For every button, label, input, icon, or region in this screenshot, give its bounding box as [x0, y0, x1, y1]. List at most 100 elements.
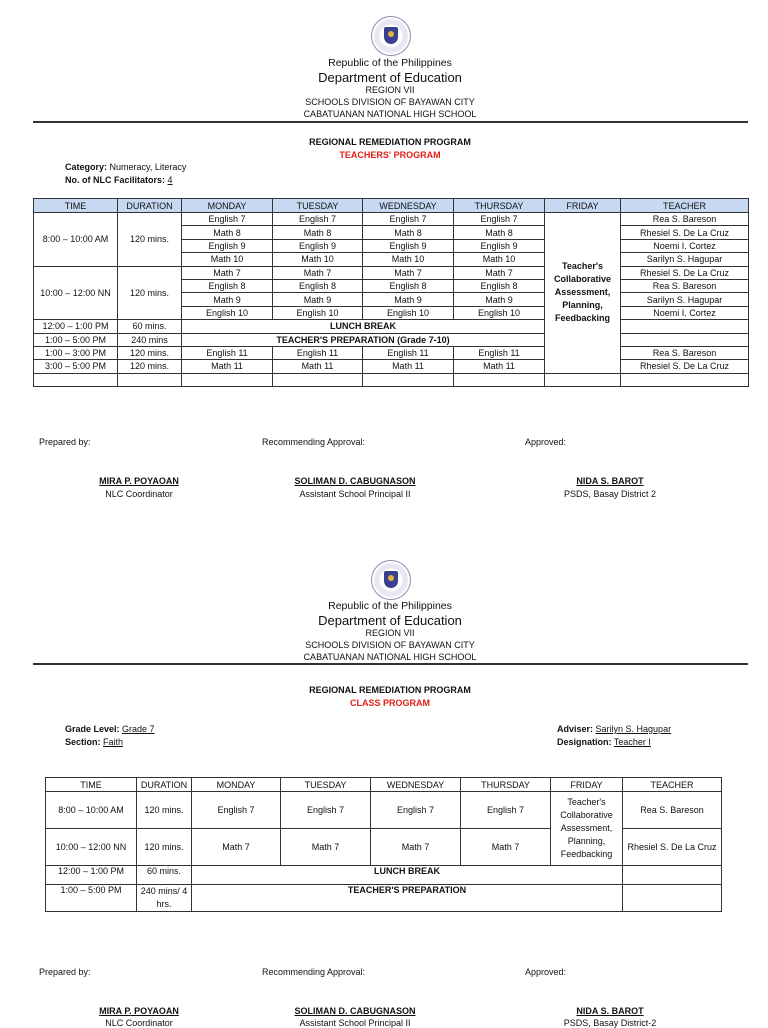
recommending-name: SOLIMAN D. CABUGNASON: [294, 1006, 416, 1016]
prepared-by-label: Prepared by:: [39, 437, 91, 447]
time-cell: 1:00 – 5:00 PM: [33, 332, 118, 347]
time-cell: 3:00 – 5:00 PM: [33, 359, 118, 374]
time-cell: 12:00 – 1:00 PM: [45, 865, 137, 885]
prepared-title: NLC Coordinator: [105, 1018, 173, 1028]
activity-cell: TEACHER'S PREPARATION: [191, 884, 623, 912]
thursday-subject-cell: English 7: [453, 211, 545, 227]
duration-cell: 120 mins.: [136, 828, 192, 866]
prepared-title: NLC Coordinator: [105, 489, 173, 499]
approved-label: Approved:: [525, 437, 567, 447]
approved-title: PSDS, Basay District 2: [563, 489, 657, 499]
recommending-title: Assistant School Principal II: [299, 489, 411, 499]
teacher-cell: Rhesiel S. De La Cruz: [622, 828, 722, 866]
region-heading: REGION VII: [365, 85, 415, 95]
table-row: 12:00 – 1:00 PM 60 mins. LUNCH BREAK: [33, 319, 749, 334]
table-row: Math 8 Math 8 Math 8 Math 8 Rhesiel S. De La…: [34, 225, 749, 240]
section-value: Faith: [103, 737, 124, 747]
department-heading: Department of Education: [318, 70, 462, 85]
column-header-teacher: TEACHER: [622, 777, 722, 792]
designation-line: Designation: Teacher I: [557, 737, 651, 747]
approved-name: NIDA S. BAROT: [576, 476, 644, 486]
column-header-duration: DURATION: [136, 777, 192, 792]
program-title: REGIONAL REMEDIATION PROGRAM: [309, 685, 471, 695]
recommending-title: Assistant School Principal II: [299, 1018, 411, 1028]
category-value: Numeracy, Literacy: [109, 162, 187, 172]
friday-activity-cell: Teacher's Collaborative Assessment, Plan…: [544, 212, 621, 374]
duration-cell: 120 mins.: [117, 212, 182, 267]
column-header-monday: MONDAY: [191, 777, 281, 792]
division-heading: SCHOOLS DIVISION OF BAYAWAN CITY: [305, 97, 475, 107]
section-line: Section: Faith: [65, 737, 123, 747]
monday-subject-cell: Math 11: [181, 359, 273, 374]
column-header-wednesday: WEDNESDAY: [370, 777, 461, 792]
duration-cell: 120 mins.: [117, 265, 182, 321]
tuesday-subject-cell: English 10: [272, 305, 363, 321]
thursday-subject-cell: English 11: [453, 345, 545, 361]
column-header-wednesday: WEDNESDAY: [362, 198, 454, 213]
wednesday-subject-cell: Math 7: [370, 828, 461, 866]
header-divider: [33, 663, 748, 665]
time-cell: 12:00 – 1:00 PM: [33, 319, 118, 334]
duration-cell: 120 mins.: [136, 791, 192, 829]
grade-level-label: Grade Level:: [65, 724, 120, 734]
monday-subject-cell: Math 10: [181, 252, 273, 267]
teachers-program-table: TIME DURATION MONDAY TUESDAY WEDNESDAY THURSD…: [33, 198, 749, 388]
wednesday-subject-cell: English 8: [362, 278, 454, 294]
table-row: 1:00 – 3:00 PM 120 mins. English 11 English…: [33, 345, 749, 361]
thursday-subject-cell: English 8: [453, 278, 545, 294]
division-heading: SCHOOLS DIVISION OF BAYAWAN CITY: [305, 640, 475, 650]
tuesday-subject-cell: English 7: [280, 791, 371, 829]
adviser-line: Adviser: Sarilyn S. Hagupar: [557, 724, 671, 734]
table-row: 3:00 – 5:00 PM 120 mins. Math 11 Math 11 Mat…: [33, 359, 749, 374]
thursday-subject-cell: English 7: [460, 791, 551, 829]
empty-cell: [362, 372, 454, 388]
wednesday-subject-cell: English 11: [362, 345, 454, 361]
tuesday-subject-cell: Math 9: [272, 292, 363, 307]
class-program-table: TIME DURATION MONDAY TUESDAY WEDNESDAY THURSD…: [45, 777, 722, 912]
recommending-name: SOLIMAN D. CABUGNASON: [294, 476, 416, 486]
monday-subject-cell: Math 9: [181, 292, 273, 307]
wednesday-subject-cell: English 7: [370, 791, 461, 829]
tuesday-subject-cell: Math 11: [272, 359, 363, 374]
thursday-subject-cell: Math 7: [460, 828, 551, 866]
table-row: 12:00 – 1:00 PM 60 mins. LUNCH BREAK: [45, 865, 722, 885]
republic-heading: Republic of the Philippines: [328, 57, 452, 69]
approved-label: Approved:: [525, 967, 567, 977]
column-header-monday: MONDAY: [181, 198, 273, 213]
monday-subject-cell: English 11: [181, 345, 273, 361]
wednesday-subject-cell: Math 7: [362, 265, 454, 280]
wednesday-subject-cell: Math 8: [362, 225, 454, 240]
monday-subject-cell: English 7: [191, 791, 281, 829]
tuesday-subject-cell: Math 10: [272, 252, 363, 267]
monday-subject-cell: English 7: [181, 211, 273, 227]
tuesday-subject-cell: Math 7: [272, 265, 363, 280]
teacher-cell: Noemi I. Cortez: [620, 305, 749, 321]
empty-cell: [117, 372, 182, 388]
category-label: Category:: [65, 162, 108, 172]
thursday-subject-cell: Math 9: [453, 292, 545, 307]
recommending-approval-label: Recommending Approval:: [262, 967, 366, 977]
column-header-tuesday: TUESDAY: [272, 198, 363, 213]
duration-cell: 60 mins.: [136, 865, 192, 885]
section-label: Section:: [65, 737, 101, 747]
tuesday-subject-cell: Math 7: [280, 828, 371, 866]
tuesday-subject-cell: English 9: [272, 238, 363, 254]
table-row: English 8 English 8 English 8 English 8 Rea …: [34, 278, 749, 294]
teacher-cell: Sarilyn S. Hagupar: [620, 292, 749, 307]
duration-cell: 240 mins/ 4 hrs.: [136, 884, 192, 912]
column-header-thursday: THURSDAY: [453, 198, 545, 213]
monday-subject-cell: Math 7: [181, 265, 273, 280]
wednesday-subject-cell: English 7: [362, 211, 454, 227]
empty-row: [33, 372, 749, 388]
thursday-subject-cell: Math 7: [453, 265, 545, 280]
teacher-cell: Rhesiel S. De La Cruz: [620, 265, 749, 280]
duration-cell: 240 mins: [117, 332, 182, 347]
activity-cell: LUNCH BREAK: [181, 319, 545, 334]
header-divider: [33, 121, 748, 123]
monday-subject-cell: English 8: [181, 278, 273, 294]
empty-cell: [272, 372, 363, 388]
designation-value: Teacher I: [613, 737, 651, 747]
time-cell: 8:00 – 10:00 AM: [33, 212, 118, 267]
department-heading: Department of Education: [318, 613, 462, 628]
facilitators-line: No. of NLC Facilitators: 4: [65, 175, 173, 185]
